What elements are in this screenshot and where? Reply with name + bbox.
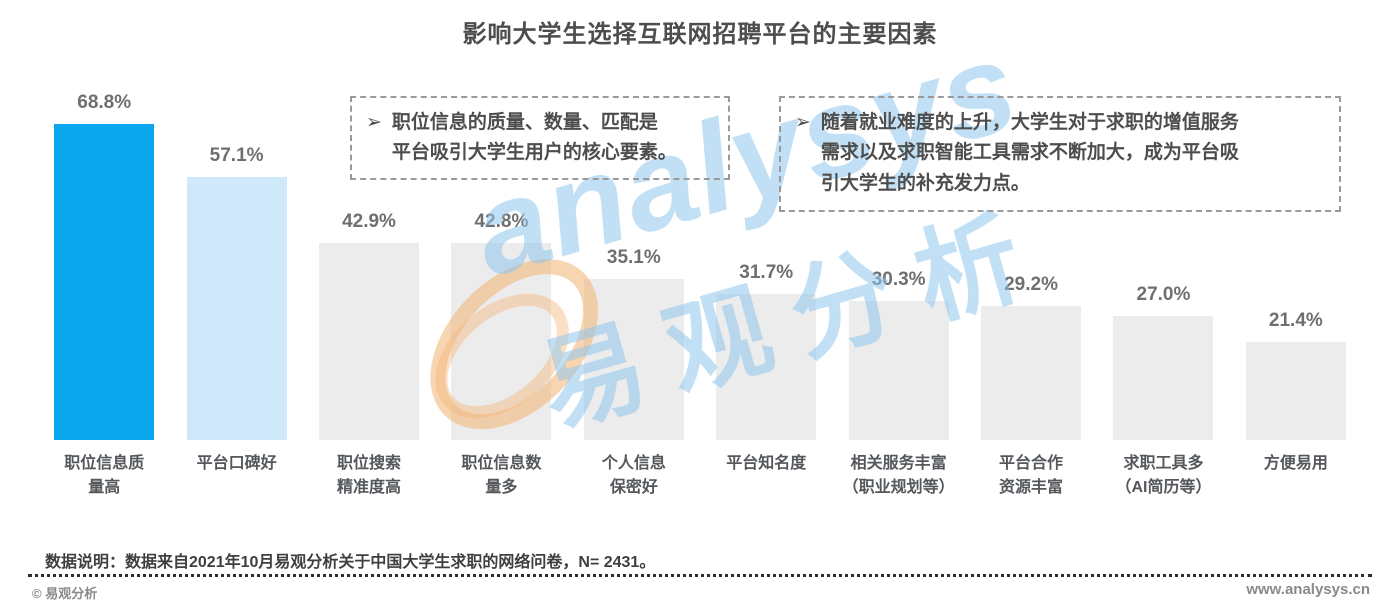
bar-column: 27.0% — [1097, 284, 1229, 440]
annotation-text: 职位信息的质量、数量、匹配是 平台吸引大学生用户的核心要素。 — [391, 112, 677, 164]
category-label: 求职工具多 （AI简历等） — [1115, 455, 1212, 496]
bar-column: 35.1% — [568, 247, 700, 440]
category-label: 平台知名度 — [726, 455, 807, 472]
website-link[interactable]: www.analysys.cn — [1246, 581, 1370, 598]
bar-value-label: 57.1% — [209, 145, 264, 166]
bar-value-label: 42.9% — [342, 211, 396, 232]
bar-value-label: 31.7% — [739, 262, 794, 283]
data-source-note: 数据说明：数据来自2021年10月易观分析关于中国大学生求职的网络问卷，N= 2… — [45, 554, 656, 571]
bar-value-label: 29.2% — [1004, 274, 1058, 295]
bar — [848, 301, 949, 440]
bar-value-label: 27.0% — [1136, 284, 1191, 305]
bar — [1245, 342, 1346, 440]
bar-column: 68.8% — [38, 92, 170, 440]
bar — [583, 279, 684, 440]
bar — [319, 243, 420, 440]
bars-row: 68.8% 57.1% 42.9% 42.8% 35.1% 31.7% 30.3% 29.2%… — [38, 88, 1362, 440]
category-label: 个人信息 保密好 — [601, 455, 666, 496]
bar-value-label: 42.8% — [474, 211, 529, 232]
bar-column: 21.4% — [1230, 310, 1362, 440]
bar-column: 29.2% — [965, 274, 1097, 440]
bar-value-label: 35.1% — [606, 247, 661, 268]
bar — [451, 243, 552, 440]
category-label: 平台口碑好 — [196, 455, 277, 472]
bar-chart: 68.8% 57.1% 42.9% 42.8% 35.1% 31.7% 30.3% 29.2%… — [38, 88, 1362, 500]
bar-value-label: 21.4% — [1268, 310, 1323, 331]
bar-column: 57.1% — [170, 145, 302, 440]
chart-title: 影响大学生选择互联网招聘平台的主要因素 — [462, 21, 938, 48]
arrow-bullet-icon: ➢ — [795, 112, 811, 133]
bar-value-label: 30.3% — [871, 269, 926, 290]
copyright-label: © 易观分析 — [32, 586, 98, 601]
annotation-text: 随着就业难度的上升，大学生对于求职的增值服务 需求以及求职智能工具需求不断加大，… — [820, 112, 1239, 194]
bar-value-label: 68.8% — [77, 92, 132, 113]
category-label: 方便易用 — [1263, 455, 1328, 472]
bar — [716, 294, 817, 440]
annotation-box-quality: ➢ 职位信息的质量、数量、匹配是 平台吸引大学生用户的核心要素。 — [350, 96, 730, 180]
arrow-bullet-icon: ➢ — [366, 112, 382, 133]
bar-column: 42.8% — [435, 211, 567, 440]
bar-column: 42.9% — [303, 211, 435, 440]
annotation-box-services: ➢ 随着就业难度的上升，大学生对于求职的增值服务 需求以及求职智能工具需求不断加… — [779, 96, 1341, 212]
footer-divider — [28, 574, 1372, 577]
category-label: 平台合作 资源丰富 — [999, 455, 1064, 496]
category-label: 职位信息质 量高 — [64, 455, 145, 496]
bar — [981, 306, 1082, 440]
bar — [54, 124, 155, 440]
bar-column: 30.3% — [832, 269, 964, 440]
bar — [1113, 316, 1214, 440]
category-axis: 职位信息质 量高 平台口碑好 职位搜索 精准度高 职位信息数 量多 个人信息 保密好 平台… — [38, 452, 1362, 500]
category-label: 职位信息数 量多 — [461, 455, 542, 496]
category-label: 职位搜索 精准度高 — [337, 455, 402, 496]
bar-column: 31.7% — [700, 262, 832, 440]
category-label: 相关服务丰富 （职业规划等） — [842, 455, 955, 496]
bar — [186, 177, 287, 440]
